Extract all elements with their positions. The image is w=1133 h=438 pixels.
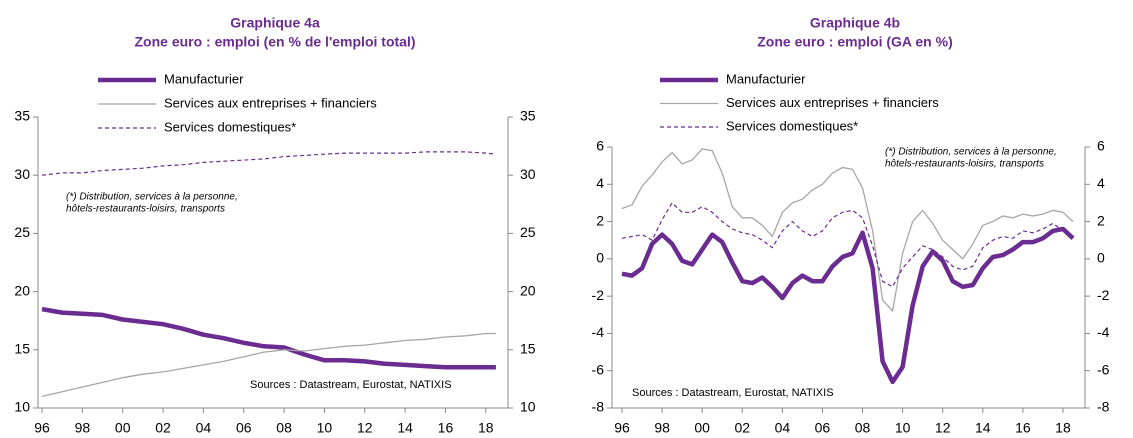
x-tick-label: 02 [734,420,750,436]
legend-label: Services domestiques* [164,119,296,134]
y2-tick-label: 30 [520,166,536,182]
source: Sources : Datastream, Eurostat, NATIXIS [632,387,834,399]
x-tick-label: 16 [1015,420,1031,436]
y-tick-label: -6 [592,361,605,377]
x-tick-label: 18 [478,420,494,436]
y-tick-label: -2 [592,287,605,303]
chart-subtitle: Zone euro : emploi (GA en %) [757,34,953,50]
y2-tick-label: -6 [1097,361,1110,377]
x-tick-label: 16 [438,420,454,436]
y2-tick-label: 35 [520,108,536,124]
note: (*) Distribution, services à la personne… [885,147,1057,158]
chart-title: Graphique 4a [230,15,320,31]
series-line [41,306,496,370]
x-tick-label: 04 [775,420,791,436]
y2-tick-label: 20 [520,282,536,298]
legend-label: Manufacturier [726,71,806,86]
y2-tick-label: 25 [520,224,536,240]
x-tick-label: 02 [155,420,171,436]
x-tick-label: 12 [357,420,373,436]
source: Sources : Datastream, Eurostat, NATIXIS [250,379,452,391]
series-line [621,148,1074,312]
legend-label: Manufacturier [164,71,244,86]
note: hôtels-restaurants-loisirs, transports [885,159,1044,170]
y-tick-label: 20 [14,282,30,298]
note: (*) Distribution, services à la personne… [66,192,238,203]
x-tick-label: 96 [34,420,50,436]
legend-label: Services domestiques* [726,118,858,133]
y-tick-label: -4 [592,324,605,340]
x-tick-label: 06 [236,420,252,436]
series-line [621,226,1075,385]
y-tick-label: 30 [14,166,30,182]
y-tick-label: 35 [14,108,30,124]
y2-tick-label: -4 [1097,324,1110,340]
x-tick-label: 18 [1055,420,1071,436]
x-tick-label: 12 [935,420,951,436]
x-tick-label: 08 [276,420,292,436]
x-tick-label: 98 [75,420,91,436]
y-tick-label: 10 [14,399,30,415]
y2-tick-label: 15 [520,341,536,357]
y2-tick-label: 0 [1097,250,1105,266]
series-line [621,202,1074,288]
legend-label: Services aux entreprises + financiers [726,95,939,110]
y-tick-label: 2 [596,212,604,228]
x-tick-label: 10 [317,420,333,436]
y2-tick-label: 10 [520,399,536,415]
series-line [41,332,496,398]
y2-tick-label: -8 [1097,399,1110,415]
y-tick-label: 6 [596,138,604,154]
y2-tick-label: 6 [1097,138,1105,154]
x-tick-label: 08 [855,420,871,436]
x-tick-label: 04 [196,420,212,436]
x-tick-label: 00 [694,420,710,436]
y-tick-label: 25 [14,224,30,240]
series-line [41,151,496,176]
y-tick-label: 0 [596,250,604,266]
x-tick-label: 00 [115,420,131,436]
x-tick-label: 96 [614,420,630,436]
y-tick-label: -8 [592,399,605,415]
y2-tick-label: 4 [1097,175,1105,191]
x-tick-label: 98 [654,420,670,436]
legend-label: Services aux entreprises + financiers [164,95,377,110]
note: hôtels-restaurants-loisirs, transports [66,204,225,215]
y2-tick-label: 2 [1097,212,1105,228]
y-tick-label: 15 [14,341,30,357]
x-tick-label: 14 [397,420,413,436]
x-tick-label: 06 [815,420,831,436]
chart-subtitle: Zone euro : emploi (en % de l'emploi tot… [134,34,415,50]
y2-tick-label: -2 [1097,287,1110,303]
x-tick-label: 10 [895,420,911,436]
x-tick-label: 14 [975,420,991,436]
chart-title: Graphique 4b [810,15,900,31]
y-tick-label: 4 [596,175,604,191]
